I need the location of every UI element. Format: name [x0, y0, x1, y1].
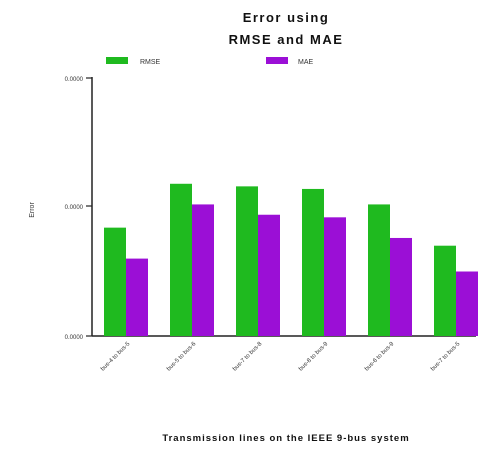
legend-swatch-mae	[266, 57, 288, 64]
bar-mae-bus-7-to-bus-8	[258, 214, 280, 336]
y-tick-label-bottom: 0.0000	[65, 335, 84, 341]
x-tick-labels: bus-4 to bus-5 bus-5 to bus-6 bus-7 to bus…	[100, 341, 462, 373]
bar-rmse-bus-7-to-bus-5	[434, 245, 456, 336]
x-tick-label-bus-4-to-bus-5: bus-4 to bus-5	[100, 341, 132, 373]
bar-mae-bus-6-to-bus-9	[390, 237, 412, 336]
bar-mae-bus-5-to-bus-6	[192, 204, 214, 336]
bar-mae-bus-8-to-bus-9	[324, 217, 346, 336]
bar-rmse-bus-4-to-bus-5	[104, 227, 126, 336]
bars-group	[104, 183, 478, 336]
legend-swatch-rmse	[106, 57, 128, 64]
chart-title-line-2: RMSE and MAE	[229, 32, 344, 47]
y-axis-label: Error	[29, 202, 36, 218]
y-ticks: 0.0000 0.0000 0.0000	[65, 77, 92, 341]
y-tick-label-top: 0.0000	[65, 77, 84, 83]
bar-rmse-bus-7-to-bus-8	[236, 186, 258, 336]
bar-mae-bus-4-to-bus-5	[126, 258, 148, 336]
legend-label-rmse: RMSE	[140, 59, 161, 66]
x-tick-label-bus-6-to-bus-9: bus-6 to bus-9	[364, 341, 396, 373]
x-tick-label-bus-8-to-bus-9: bus-8 to bus-9	[298, 341, 330, 373]
legend-label-mae: MAE	[298, 59, 314, 66]
x-tick-label-bus-7-to-bus-8: bus-7 to bus-8	[232, 341, 264, 373]
bar-mae-bus-7-to-bus-5	[456, 271, 478, 336]
chart-title-line-1: Error using	[243, 10, 330, 25]
bar-rmse-bus-5-to-bus-6	[170, 183, 192, 336]
bar-rmse-bus-8-to-bus-9	[302, 188, 324, 336]
legend: RMSE MAE	[106, 57, 314, 66]
x-axis-label: Transmission lines on the IEEE 9-bus sys…	[162, 433, 409, 444]
x-tick-label-bus-5-to-bus-6: bus-5 to bus-6	[166, 341, 198, 373]
bar-rmse-bus-6-to-bus-9	[368, 204, 390, 336]
y-tick-label-mid: 0.0000	[65, 205, 84, 211]
x-tick-label-bus-7-to-bus-5: bus-7 to bus-5	[430, 341, 462, 373]
